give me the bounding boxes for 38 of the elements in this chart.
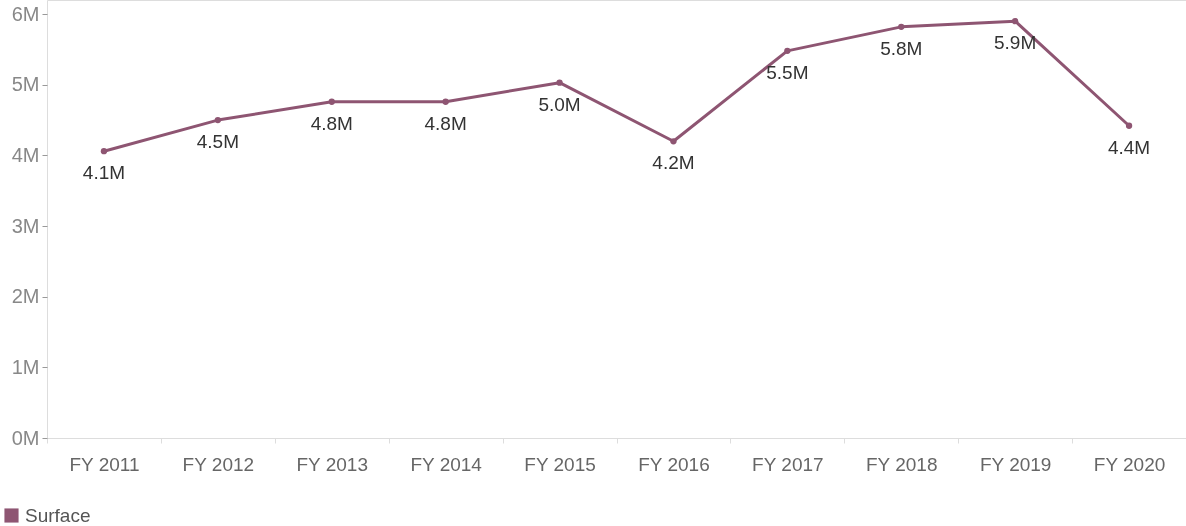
point <box>556 79 563 86</box>
x-tick-label: FY 2012 <box>182 453 255 475</box>
y-tick-label: 4M <box>11 143 40 166</box>
y-tick-label: 1M <box>11 355 40 378</box>
x-tick-label: FY 2015 <box>524 453 596 475</box>
x-tick-label: FY 2020 <box>1093 453 1166 475</box>
data-label: 4.8M <box>424 112 467 134</box>
data-label: 4.1M <box>82 162 126 184</box>
point <box>214 116 222 124</box>
point <box>670 138 677 145</box>
x-tick-label: FY 2013 <box>296 453 368 475</box>
point <box>898 23 905 30</box>
data-label: 4.2M <box>652 152 695 174</box>
y-tick-label: 3M <box>11 214 40 237</box>
y-tick-label: 6M <box>11 2 40 25</box>
y-tick-label: 2M <box>11 285 40 308</box>
data-label: 4.4M <box>1107 136 1151 158</box>
point <box>442 98 449 105</box>
y-tick-label: 0M <box>11 426 40 449</box>
point <box>1125 122 1133 129</box>
x-tick-label: FY 2014 <box>410 453 483 475</box>
point <box>1011 18 1019 25</box>
data-label: 4.5M <box>196 131 239 153</box>
legend-label: Surface <box>25 504 91 526</box>
x-tick-label: FY 2016 <box>638 453 710 475</box>
x-tick-label: FY 2011 <box>69 453 140 475</box>
x-tick-label: FY 2018 <box>866 453 938 475</box>
x-tick-label: FY 2017 <box>752 453 824 475</box>
data-label: 5.8M <box>880 37 923 59</box>
data-label: 5.0M <box>538 93 581 115</box>
point <box>784 47 791 55</box>
point <box>100 148 108 155</box>
y-tick-label: 5M <box>11 73 40 96</box>
point <box>328 98 335 105</box>
data-label: 4.8M <box>310 112 353 134</box>
data-label: 5.9M <box>994 32 1037 54</box>
data-label: 5.5M <box>766 61 809 83</box>
x-tick-label: FY 2019 <box>979 453 1052 475</box>
